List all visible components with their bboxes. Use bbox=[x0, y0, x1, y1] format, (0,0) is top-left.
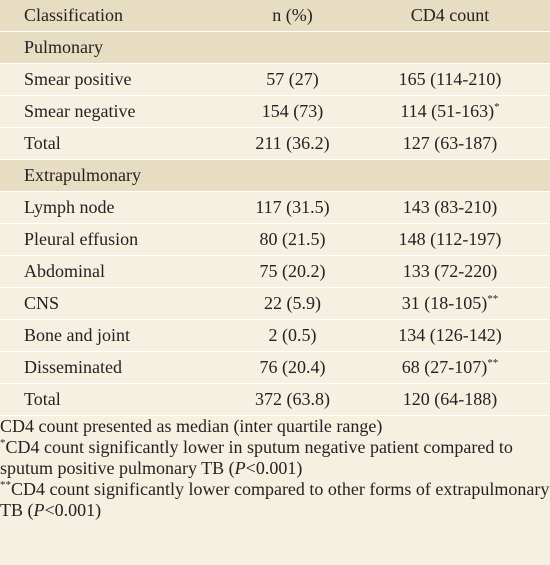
header-cell: Classification bbox=[24, 5, 123, 25]
cd4-value: 165 (114-210) bbox=[398, 69, 502, 89]
row-label: Pleural effusion bbox=[24, 229, 139, 249]
n-cell: 75 (20.2) bbox=[259, 261, 326, 281]
row-label: Total bbox=[24, 133, 61, 153]
cd4-value: 68 (27-107) bbox=[401, 357, 488, 377]
cd4-value: 143 (83-210) bbox=[402, 197, 498, 217]
data-row: Lymph node 117 (31.5) 143 (83-210) bbox=[0, 192, 550, 224]
footnote-mark: * bbox=[0, 437, 6, 449]
cd4-value: 133 (72-220) bbox=[402, 261, 498, 281]
footnote: CD4 count presented as median (inter qua… bbox=[0, 416, 550, 437]
data-row: Bone and joint 2 (0.5) 134 (126-142) bbox=[0, 320, 550, 352]
footnote-text: <0.001) bbox=[245, 458, 303, 478]
section-row: Pulmonary bbox=[0, 32, 550, 64]
header-cell: CD4 count bbox=[410, 5, 490, 25]
cd4-cell: 114 (51-163)* bbox=[380, 101, 520, 122]
data-row: Smear positive 57 (27) 165 (114-210) bbox=[0, 64, 550, 96]
row-label: Smear negative bbox=[24, 101, 136, 121]
section-row: Extrapulmonary bbox=[0, 160, 550, 192]
footnote-italic: P bbox=[33, 500, 45, 520]
footnote-text: CD4 count significantly lower in sputum … bbox=[0, 437, 513, 478]
n-cell: 76 (20.4) bbox=[259, 357, 326, 377]
footnote-text: CD4 count significantly lower compared t… bbox=[0, 479, 550, 520]
cd4-cell: 143 (83-210) bbox=[380, 197, 520, 218]
cd4-value: 31 (18-105) bbox=[401, 293, 488, 313]
n-cell: 57 (27) bbox=[266, 69, 319, 89]
footnote-italic: P bbox=[234, 458, 246, 478]
footnotes: CD4 count presented as median (inter qua… bbox=[0, 416, 550, 521]
data-row: CNS 22 (5.9) 31 (18-105)** bbox=[0, 288, 550, 320]
cd4-cell: 148 (112-197) bbox=[380, 229, 520, 250]
n-cell: 80 (21.5) bbox=[259, 229, 326, 249]
cd4-value: 120 (64-188) bbox=[402, 389, 498, 409]
row-label: Lymph node bbox=[24, 197, 115, 217]
section-title: Pulmonary bbox=[24, 37, 103, 57]
cd4-cell: 165 (114-210) bbox=[380, 69, 520, 90]
row-label: Total bbox=[24, 389, 61, 409]
footnote-mark: ** bbox=[0, 479, 11, 491]
footnote-mark: ** bbox=[487, 357, 499, 369]
n-cell: 2 (0.5) bbox=[268, 325, 317, 345]
cd4-value: 148 (112-197) bbox=[398, 229, 502, 249]
footnote-mark: * bbox=[494, 101, 500, 113]
footnote-text: <0.001) bbox=[44, 500, 102, 520]
header-cell: n (%) bbox=[272, 5, 313, 25]
cd4-cell: 127 (63-187) bbox=[380, 133, 520, 154]
n-cell: 154 (73) bbox=[261, 101, 324, 121]
n-cell: 211 (36.2) bbox=[255, 133, 330, 153]
row-label: Bone and joint bbox=[24, 325, 130, 345]
cd4-cell: 134 (126-142) bbox=[380, 325, 520, 346]
cd4-value: 134 (126-142) bbox=[398, 325, 502, 345]
cd4-value: 114 (51-163) bbox=[400, 101, 495, 121]
footnote-mark: ** bbox=[487, 293, 499, 305]
row-label: Smear positive bbox=[24, 69, 132, 89]
cd4-value: 127 (63-187) bbox=[402, 133, 498, 153]
data-row: Abdominal 75 (20.2) 133 (72-220) bbox=[0, 256, 550, 288]
n-cell: 372 (63.8) bbox=[255, 389, 330, 409]
row-label: CNS bbox=[24, 293, 60, 313]
n-cell: 117 (31.5) bbox=[255, 197, 330, 217]
cd4-cell: 120 (64-188) bbox=[380, 389, 520, 410]
cd4-cell: 31 (18-105)** bbox=[380, 293, 520, 314]
cd4-cell: 133 (72-220) bbox=[380, 261, 520, 282]
row-label: Disseminated bbox=[24, 357, 122, 377]
data-row: Total 211 (36.2) 127 (63-187) bbox=[0, 128, 550, 160]
section-title: Extrapulmonary bbox=[24, 165, 141, 185]
cd4-cell: 68 (27-107)** bbox=[380, 357, 520, 378]
footnote: **CD4 count significantly lower compared… bbox=[0, 479, 550, 521]
header-row: Classification n (%) CD4 count bbox=[0, 0, 550, 32]
data-row: Total 372 (63.8) 120 (64-188) bbox=[0, 384, 550, 416]
n-cell: 22 (5.9) bbox=[264, 293, 321, 313]
footnote: *CD4 count significantly lower in sputum… bbox=[0, 437, 550, 479]
data-row: Pleural effusion 80 (21.5) 148 (112-197) bbox=[0, 224, 550, 256]
row-label: Abdominal bbox=[24, 261, 105, 281]
footnote-text: CD4 count presented as median (inter qua… bbox=[0, 416, 383, 436]
data-row: Disseminated 76 (20.4) 68 (27-107)** bbox=[0, 352, 550, 384]
data-row: Smear negative 154 (73) 114 (51-163)* bbox=[0, 96, 550, 128]
